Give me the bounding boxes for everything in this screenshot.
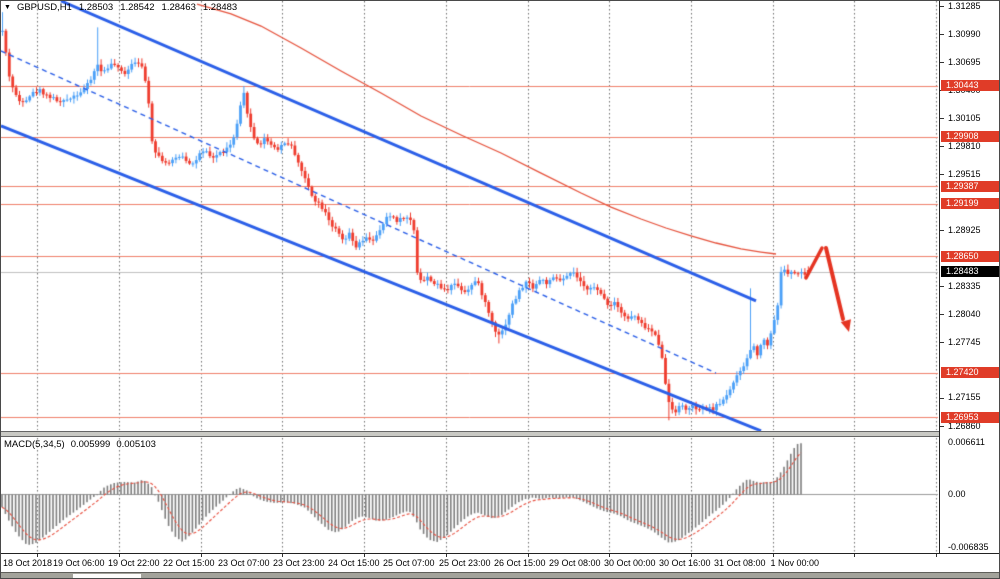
time-label: 19 Oct 06:00 <box>53 558 105 568</box>
ohlc-close: 1.28483 <box>202 2 238 13</box>
chart-title: ▼ GBPUSD,H1 1.28503 1.28542 1.28463 1.28… <box>4 2 237 13</box>
macd-tick-label: -0.006835 <box>948 542 989 552</box>
time-label: 1 Nov 00:00 <box>770 558 820 568</box>
macd-tick-label: 0.00 <box>948 489 966 499</box>
time-label: 25 Oct 23:00 <box>439 558 491 568</box>
price-tick-mark <box>940 426 944 427</box>
time-label: 25 Oct 07:00 <box>383 558 435 568</box>
time-label: 18 Oct 2018 <box>3 558 53 568</box>
time-tick-mark <box>528 554 529 557</box>
time-tick-mark <box>854 554 855 557</box>
level-price-badge: 1.28650 <box>941 251 999 262</box>
price-tick-mark <box>940 230 944 231</box>
time-tick-mark <box>119 554 120 557</box>
price-tick-mark <box>940 34 944 35</box>
price-tick-mark <box>940 146 944 147</box>
horizontal-scrollbar[interactable] <box>1 572 999 578</box>
chart-canvas[interactable] <box>1 1 939 553</box>
time-tick-mark <box>609 554 610 557</box>
time-label: 29 Oct 08:00 <box>549 558 601 568</box>
time-axis: 18 Oct 2018 19 Oct 06:00 19 Oct 22:00 22 Oc… <box>1 554 999 572</box>
price-tick-label: 1.28335 <box>948 281 981 291</box>
current-price-badge: 1.28483 <box>941 266 999 277</box>
price-tick-label: 1.29515 <box>948 169 981 179</box>
price-tick-mark <box>940 314 944 315</box>
level-price-badge: 1.27420 <box>941 367 999 378</box>
ohlc-open: 1.28503 <box>78 2 114 13</box>
price-tick-mark <box>940 342 944 343</box>
time-tick-mark <box>773 554 774 557</box>
time-tick-mark <box>936 554 937 557</box>
price-tick-label: 1.27745 <box>948 337 981 347</box>
price-tick-label: 1.30695 <box>948 57 981 67</box>
price-tick-label: 1.30105 <box>948 113 981 123</box>
level-price-badge: 1.26953 <box>941 412 999 423</box>
ohlc-high: 1.28542 <box>120 2 155 13</box>
time-label: 26 Oct 15:00 <box>494 558 546 568</box>
price-tick-mark <box>940 286 944 287</box>
ohlc-low: 1.28463 <box>161 2 196 13</box>
time-label: 24 Oct 15:00 <box>328 558 380 568</box>
price-tick-label: 1.28925 <box>948 225 981 235</box>
time-label: 30 Oct 00:00 <box>604 558 656 568</box>
macd-indicator-label: MACD(5,34,5) 0.005999 0.005103 <box>4 439 156 450</box>
pane-splitter[interactable] <box>1 431 939 437</box>
symbol-label: GBPUSD,H1 <box>16 2 72 13</box>
price-tick-label: 1.28040 <box>948 309 981 319</box>
time-label: 30 Oct 16:00 <box>659 558 711 568</box>
time-tick-mark <box>446 554 447 557</box>
time-tick-mark <box>691 554 692 557</box>
scrollbar-thumb[interactable] <box>73 574 141 578</box>
price-tick-mark <box>940 398 944 399</box>
price-tick-label: 1.27155 <box>948 392 981 402</box>
macd-signal-value: 0.005103 <box>116 439 156 450</box>
price-tick-mark <box>940 6 944 7</box>
time-tick-mark <box>364 554 365 557</box>
time-tick-mark <box>282 554 283 557</box>
price-tick-mark <box>940 174 944 175</box>
level-price-badge: 1.29387 <box>941 181 999 192</box>
time-label: 23 Oct 23:00 <box>273 558 325 568</box>
price-chart-pane[interactable]: ▼ GBPUSD,H1 1.28503 1.28542 1.28463 1.28… <box>1 1 939 553</box>
time-label: 23 Oct 07:00 <box>218 558 270 568</box>
price-tick-label: 1.31285 <box>948 1 981 11</box>
price-tick-mark <box>940 118 944 119</box>
price-tick-label: 1.30990 <box>948 29 981 39</box>
time-tick-mark <box>201 554 202 557</box>
time-label: 19 Oct 22:00 <box>108 558 160 568</box>
time-label: 22 Oct 15:00 <box>163 558 215 568</box>
level-price-badge: 1.29908 <box>941 131 999 142</box>
axis-border-horizontal <box>1 553 999 554</box>
symbol-dropdown-icon[interactable]: ▼ <box>4 4 11 11</box>
macd-name: MACD(5,34,5) <box>4 439 65 450</box>
axis-border-vertical <box>939 1 940 553</box>
price-tick-label: 1.29810 <box>948 141 981 151</box>
macd-main-value: 0.005999 <box>70 439 111 450</box>
macd-tick-label: 0.006611 <box>948 437 985 447</box>
price-tick-mark <box>940 62 944 63</box>
time-label: 31 Oct 08:00 <box>714 558 766 568</box>
price-axis: 1.312851.309901.306951.304001.301051.298… <box>940 1 999 553</box>
price-tick-label: 1.26860 <box>948 421 981 431</box>
time-tick-mark <box>37 554 38 557</box>
level-price-badge: 1.30443 <box>941 80 999 91</box>
level-price-badge: 1.29199 <box>941 198 999 209</box>
